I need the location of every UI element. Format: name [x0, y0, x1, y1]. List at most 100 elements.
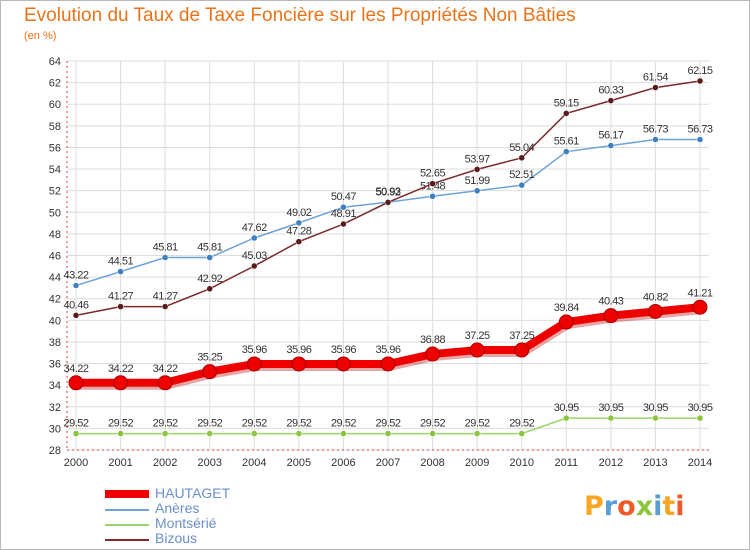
- x-tick-label: 2001: [108, 457, 132, 469]
- data-label: 47.28: [286, 226, 311, 238]
- chart-subtitle: (en %): [24, 30, 57, 42]
- data-label: 37.25: [465, 330, 490, 342]
- data-point: [384, 199, 392, 206]
- data-point: [607, 414, 615, 422]
- data-point: [380, 356, 396, 372]
- data-label: 42.92: [197, 273, 222, 285]
- logo-letter: r: [603, 491, 618, 522]
- y-tick-label: 52: [49, 186, 61, 198]
- data-point: [72, 430, 80, 437]
- data-point: [518, 181, 525, 189]
- data-point: [425, 346, 441, 362]
- data-label: 29.52: [286, 418, 311, 430]
- logo-letter: x: [635, 491, 654, 522]
- data-point: [692, 299, 708, 315]
- data-label: 40.43: [598, 296, 623, 308]
- data-point: [161, 303, 169, 310]
- data-label: 30.95: [687, 402, 712, 414]
- data-label: 36.88: [420, 334, 445, 346]
- legend-label: Montsérié: [155, 515, 217, 531]
- x-tick-label: 2013: [643, 457, 667, 469]
- data-label: 30.95: [598, 402, 623, 414]
- data-point: [295, 219, 303, 227]
- data-label: 39.84: [554, 302, 579, 314]
- data-label: 45.81: [153, 242, 178, 254]
- y-tick-label: 30: [49, 423, 61, 435]
- data-label: 41.27: [108, 291, 133, 303]
- data-label: 29.52: [465, 418, 490, 430]
- data-point: [607, 142, 615, 149]
- data-point: [652, 414, 659, 422]
- x-tick-label: 2002: [153, 457, 177, 469]
- data-point: [518, 430, 525, 437]
- x-tick-label: 2006: [331, 457, 355, 469]
- data-point: [696, 77, 704, 85]
- data-point: [473, 166, 481, 173]
- chart-legend: HAUTAGET Anères Montsérié Bizous: [105, 486, 345, 547]
- y-tick-label: 50: [49, 207, 61, 219]
- data-label: 34.22: [63, 363, 88, 375]
- data-point: [246, 356, 262, 372]
- data-point: [563, 414, 570, 422]
- data-label: 29.52: [153, 418, 178, 430]
- data-point: [603, 308, 619, 324]
- data-label: 55.04: [509, 142, 534, 154]
- data-label: 53.97: [465, 153, 490, 165]
- data-point: [340, 430, 347, 437]
- data-label: 29.52: [242, 418, 267, 430]
- data-point: [251, 430, 258, 437]
- x-tick-label: 2008: [420, 457, 444, 469]
- data-point: [563, 110, 570, 117]
- data-label: 48.91: [331, 208, 356, 220]
- proxiti-logo: Proxiti: [584, 491, 685, 522]
- x-tick-label: 2007: [376, 457, 400, 469]
- data-label: 44.51: [108, 256, 133, 268]
- data-label: 29.52: [375, 418, 400, 430]
- data-label: 30.95: [643, 402, 668, 414]
- data-point: [696, 414, 704, 422]
- data-point: [161, 254, 169, 261]
- data-point: [652, 84, 659, 91]
- legend-swatch: [105, 539, 149, 541]
- data-label: 45.03: [242, 250, 267, 262]
- data-label: 50.47: [331, 191, 356, 203]
- y-tick-label: 42: [49, 294, 61, 306]
- y-tick-label: 40: [49, 315, 61, 327]
- legend-swatch: [105, 509, 149, 511]
- y-tick-label: 32: [49, 402, 61, 414]
- chart-title: Evolution du Taux de Taxe Foncière sur l…: [24, 5, 576, 26]
- data-point: [518, 154, 525, 162]
- logo-letter: i: [675, 491, 685, 522]
- x-tick-label: 2011: [554, 457, 578, 469]
- legend-item: HAUTAGET: [105, 486, 345, 502]
- data-point: [652, 136, 659, 143]
- data-label: 29.52: [63, 418, 88, 430]
- data-point: [429, 193, 436, 200]
- data-point: [72, 312, 80, 319]
- data-point: [647, 303, 663, 319]
- x-tick-label: 2005: [287, 457, 311, 469]
- data-point: [335, 356, 351, 372]
- data-point: [607, 97, 615, 104]
- legend-swatch: [105, 524, 149, 526]
- data-point: [295, 430, 303, 437]
- data-label: 56.17: [598, 130, 623, 142]
- data-point: [68, 375, 84, 391]
- data-point: [117, 303, 124, 310]
- data-label: 45.81: [197, 242, 222, 254]
- data-point: [117, 268, 124, 275]
- legend-item: Anères: [105, 501, 345, 517]
- y-tick-label: 58: [49, 121, 61, 133]
- x-tick-label: 2010: [509, 457, 533, 469]
- data-point: [696, 136, 704, 143]
- data-label: 62.15: [687, 65, 712, 77]
- data-point: [563, 148, 570, 155]
- legend-item: Bizous: [105, 531, 345, 547]
- logo-letter: P: [584, 491, 604, 522]
- x-tick-label: 2004: [242, 457, 266, 469]
- data-label: 29.52: [197, 418, 222, 430]
- data-label: 61.54: [643, 72, 668, 84]
- data-label: 60.33: [598, 85, 623, 97]
